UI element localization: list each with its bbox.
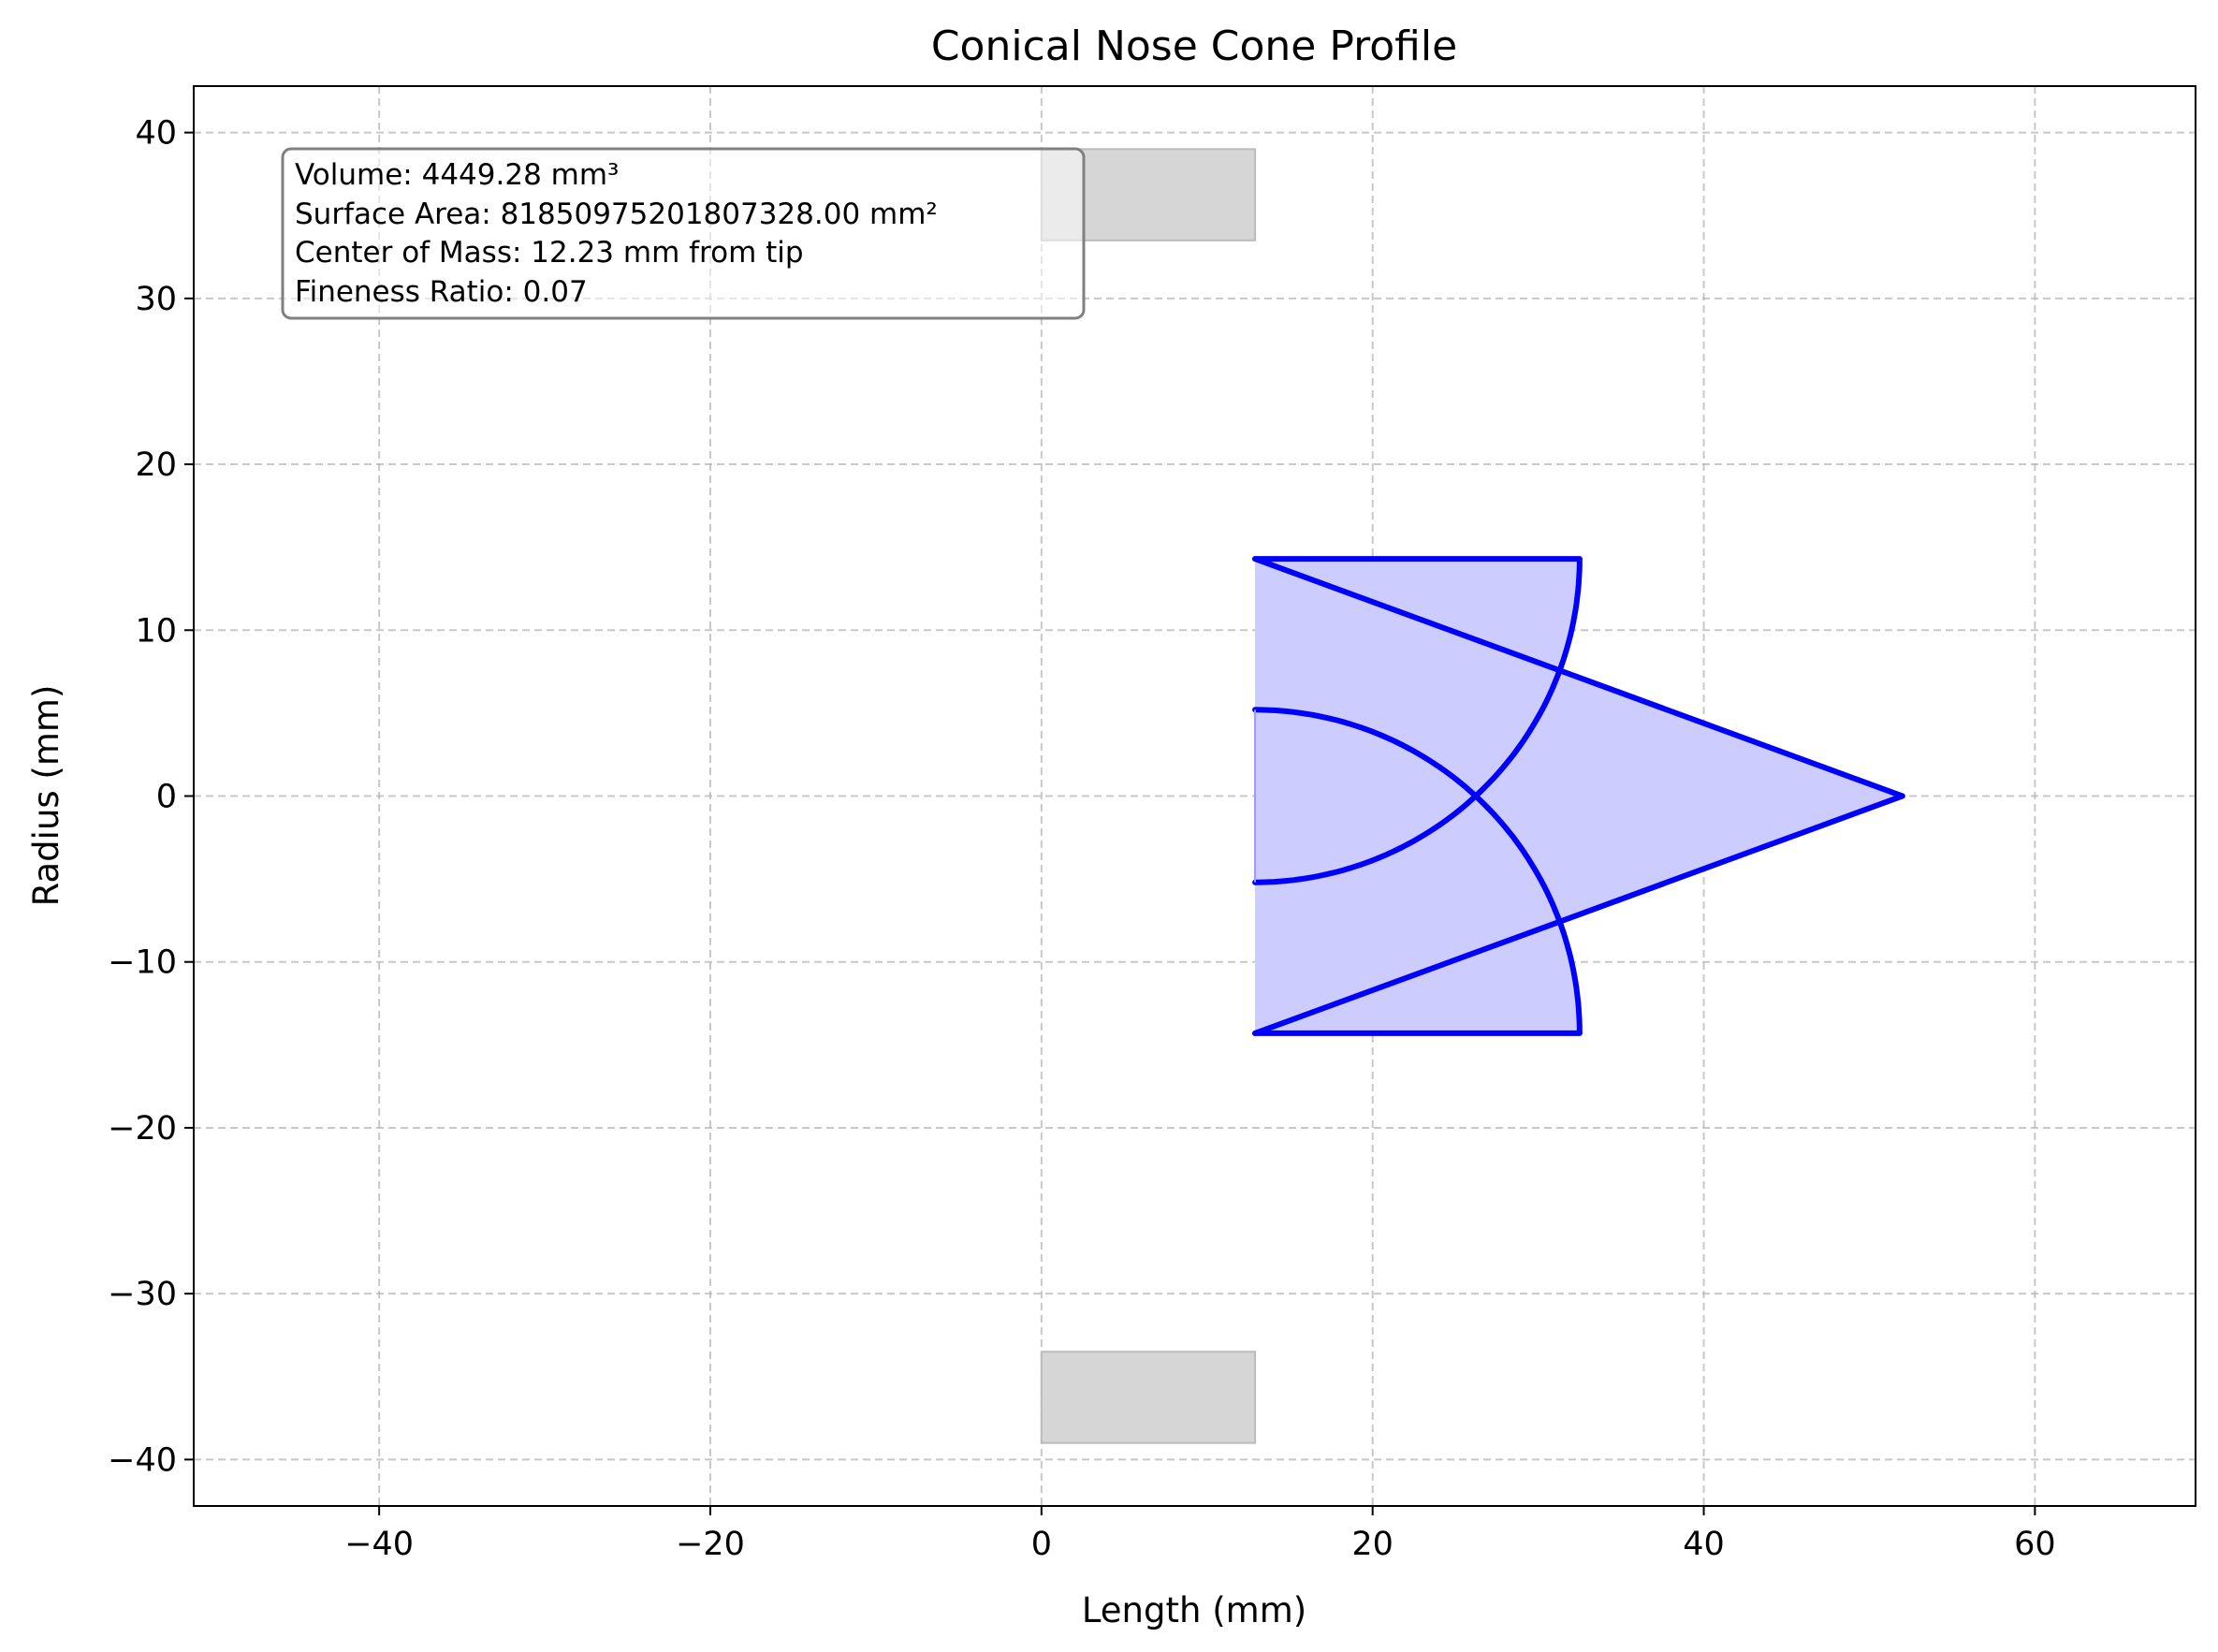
x-tick-label: 60 (2014, 1526, 2056, 1563)
y-tick-label: 30 (135, 281, 177, 318)
x-axis-label: Length (mm) (1082, 1590, 1306, 1630)
x-axis-ticks: −40 −20 0 20 40 60 (344, 1506, 2056, 1563)
y-tick-label: 0 (156, 779, 177, 816)
x-tick-label: 0 (1031, 1526, 1052, 1563)
x-tick-label: 40 (1683, 1526, 1725, 1563)
x-tick-label: −20 (676, 1526, 745, 1563)
y-axis-ticks: −40 −30 −20 −10 0 10 20 30 40 (108, 115, 194, 1479)
info-volume: Volume: 4449.28 mm³ (295, 158, 619, 192)
chart-title: Conical Nose Cone Profile (931, 22, 1457, 70)
info-box: Volume: 4449.28 mm³ Surface Area: 818509… (281, 147, 1086, 320)
lower-shoulder (1040, 1351, 1257, 1444)
plot-marks (1040, 148, 1905, 1444)
info-center-of-mass: Center of Mass: 12.23 mm from tip (295, 236, 804, 270)
lower-lobe-fill (1255, 709, 1580, 1033)
y-axis-label: Radius (mm) (26, 685, 66, 907)
y-tick-label: −30 (108, 1276, 177, 1313)
cone-outline (1252, 556, 1905, 1036)
x-tick-label: −40 (344, 1526, 414, 1563)
y-tick-label: −20 (108, 1110, 177, 1148)
upper-arc-outline (1252, 556, 1583, 885)
y-tick-label: 40 (135, 115, 177, 153)
y-tick-label: 10 (135, 612, 177, 650)
y-tick-label: −10 (108, 944, 177, 982)
y-tick-label: 20 (135, 446, 177, 484)
x-tick-label: 20 (1351, 1526, 1394, 1563)
y-tick-label: −40 (108, 1441, 177, 1479)
info-surface-area: Surface Area: 81850975201807328.00 mm² (295, 197, 938, 231)
lower-arc-outline (1252, 707, 1583, 1036)
info-box-frame (281, 147, 1086, 320)
info-fineness-ratio: Fineness Ratio: 0.07 (295, 275, 588, 309)
